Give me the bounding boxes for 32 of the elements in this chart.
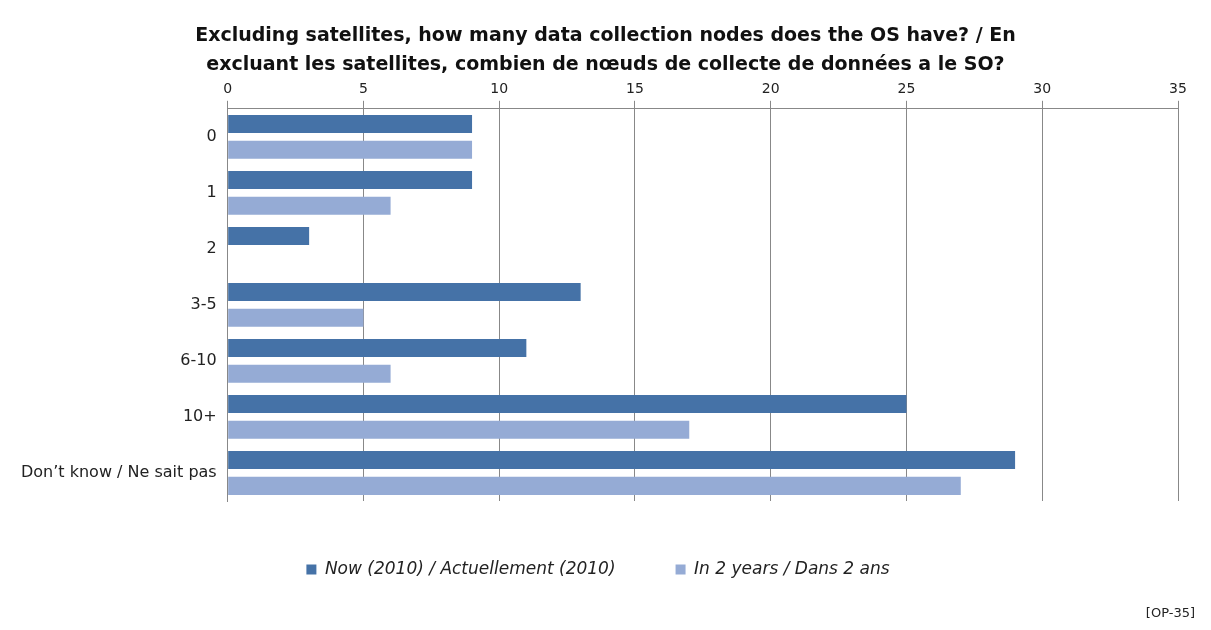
legend-label: In 2 years / Dans 2 ans — [694, 557, 890, 578]
chart-title: Excluding satellites, how many data collection nodes does the OS have? / En excluant les satellites, combien de nœuds de collecte de données a le SO? — [194, 22, 1017, 76]
bar — [228, 170, 473, 189]
bar — [228, 420, 690, 439]
bar — [228, 226, 310, 246]
bar — [228, 196, 391, 215]
bar — [228, 451, 1016, 470]
y-tick-label: 10+ — [182, 406, 217, 426]
bar — [228, 114, 473, 133]
x-tick-label: 5 — [358, 80, 368, 97]
x-tick-label: 0 — [223, 80, 233, 97]
bar — [228, 308, 364, 327]
y-tick-label: 0 — [206, 125, 217, 145]
y-tick-label: 2 — [206, 238, 217, 258]
bar — [228, 140, 473, 159]
x-tick-label: 10 — [490, 80, 509, 97]
legend-label: Now (2010) / Actuellement (2010) — [324, 557, 616, 578]
y-tick-label: Don’t know / Ne sait pas — [20, 462, 217, 482]
bar — [228, 339, 527, 358]
x-tick-label: 35 — [1169, 80, 1187, 97]
x-tick-label: 25 — [897, 80, 916, 97]
y-tick-label: 6-10 — [180, 350, 217, 370]
x-tick-label: 15 — [626, 80, 644, 97]
bar — [228, 282, 581, 302]
y-tick-label: 1 — [206, 182, 217, 201]
bar — [228, 476, 961, 495]
bar — [228, 364, 391, 383]
bar — [228, 395, 907, 414]
text: [OP-35] — [1145, 605, 1195, 620]
x-tick-label: 20 — [761, 80, 780, 97]
y-tick-label: 3-5 — [190, 294, 217, 314]
x-tick-label: 30 — [1033, 80, 1052, 97]
